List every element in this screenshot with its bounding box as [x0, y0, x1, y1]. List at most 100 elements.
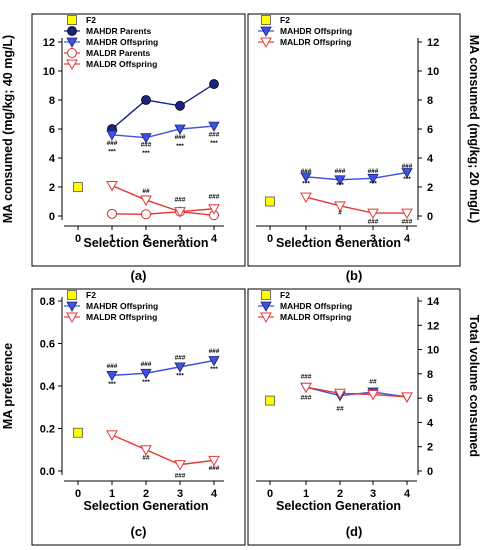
x-tick-label: 1	[109, 233, 115, 245]
significance-label: ##	[142, 188, 150, 195]
significance-label: ###	[402, 218, 413, 225]
significance-label: ***	[176, 143, 184, 150]
legend-label: MAHDR Offspring	[280, 26, 352, 36]
legend-entry: MAHDR Offspring	[64, 301, 158, 312]
significance-label: ###	[402, 163, 413, 170]
legend-entry: MALDR Offspring	[258, 37, 351, 49]
x-axis-title: Selection Generation	[83, 236, 208, 250]
series-line	[111, 359, 215, 377]
significance-label: ##	[369, 379, 377, 386]
data-point	[73, 427, 83, 438]
significance-label: ##	[336, 405, 344, 412]
series-line	[305, 386, 408, 398]
x-tick-label: 3	[370, 233, 376, 245]
y-axis-title: MA preference	[1, 343, 15, 429]
legend-entry: F2	[67, 290, 96, 300]
x-tick-label: 4	[211, 488, 218, 500]
significance-label: ###	[301, 168, 312, 175]
y-tick-label: 4	[427, 153, 434, 165]
y-tick-label: 10	[427, 66, 439, 78]
data-point	[334, 388, 346, 400]
legend-marker	[67, 48, 77, 58]
x-tick-label: 4	[404, 233, 411, 245]
series-mahdr-offspring	[300, 382, 413, 403]
data-point	[140, 368, 152, 380]
significance-label: ###	[209, 131, 220, 138]
series-maldr-offspring	[106, 181, 220, 218]
y-tick-label: 10	[43, 66, 55, 78]
legend-entry: MALDR Parents	[64, 48, 151, 58]
data-point	[334, 175, 346, 186]
significance-label: ###	[209, 465, 220, 472]
legend-entry: F2	[67, 15, 96, 25]
legend-label: MAHDR Offspring	[280, 301, 352, 311]
data-point	[208, 356, 220, 367]
legend-marker	[66, 301, 78, 312]
y-tick-label: 0.4	[40, 381, 56, 393]
data-point	[73, 182, 83, 192]
legend-marker	[66, 37, 78, 48]
data-point	[209, 79, 219, 89]
panel-frame	[31, 13, 246, 267]
legend-label: MALDR Parents	[86, 48, 151, 58]
y-tick-label: 0	[427, 466, 433, 478]
series-line	[111, 434, 215, 466]
x-tick-label: 3	[177, 488, 183, 500]
series-mahdr-offspring	[106, 356, 220, 382]
x-axis-title: Selection Generation	[276, 499, 401, 513]
significance-label: ***	[302, 181, 310, 188]
series-maldr-offspring	[106, 430, 220, 471]
panel-frame	[31, 288, 246, 546]
legend-entry: MAHDR Offspring	[64, 37, 158, 48]
legend-entry: MALDR Offspring	[258, 312, 351, 324]
data-point	[367, 173, 379, 185]
legend-marker	[67, 290, 77, 300]
significance-label: ***	[176, 373, 184, 380]
y-tick-label: 12	[427, 37, 439, 49]
data-point	[300, 172, 312, 183]
significance-label: ***	[210, 140, 218, 147]
data-point	[174, 207, 186, 218]
data-point	[140, 445, 152, 456]
data-point	[401, 168, 413, 179]
legend-entry: MAHDR Parents	[64, 26, 151, 36]
panel-label: (b)	[346, 268, 363, 283]
x-tick-label: 3	[370, 488, 376, 500]
series-maldr-offspring	[300, 192, 413, 220]
x-tick-label: 2	[143, 233, 149, 245]
legend-label: MAHDR Parents	[86, 26, 151, 36]
x-tick-label: 4	[211, 233, 218, 245]
significance-label: ###	[175, 354, 186, 361]
legend-marker	[67, 26, 77, 36]
y-tick-label: 2	[427, 182, 433, 194]
legend-entry: MAHDR Offspring	[258, 26, 352, 37]
significance-label: ***	[108, 381, 116, 388]
significance-label: ###	[175, 472, 186, 479]
legend-marker	[260, 37, 272, 49]
x-tick-label: 4	[404, 488, 411, 500]
series-line	[305, 196, 407, 214]
data-point	[208, 121, 220, 132]
y-tick-label: 8	[49, 95, 55, 107]
x-tick-label: 2	[337, 233, 343, 245]
significance-label: ***	[403, 176, 411, 183]
legend-marker	[67, 15, 77, 25]
legend-label: MAHDR Offspring	[86, 37, 158, 47]
data-point	[401, 208, 413, 220]
data-point	[106, 130, 118, 141]
significance-label: #	[338, 210, 342, 217]
data-point	[367, 208, 379, 220]
significance-label: ###	[368, 218, 379, 225]
legend-label: F2	[86, 15, 96, 25]
significance-label: ###	[107, 140, 118, 147]
significance-label: ##	[142, 454, 150, 461]
y-tick-label: 0.2	[40, 424, 55, 436]
significance-label: ###	[107, 363, 118, 370]
legend-label: MAHDR Offspring	[86, 301, 158, 311]
panel-frame	[247, 288, 461, 546]
y-tick-label: 4	[49, 153, 56, 165]
